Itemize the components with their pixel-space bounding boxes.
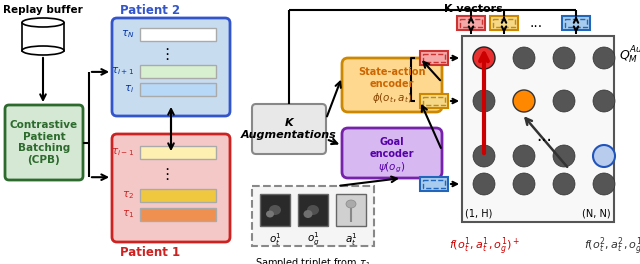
Bar (140, 189, 216, 202)
Text: K
Augmentations: K Augmentations (241, 118, 337, 140)
Text: $\tau_{i+1}$: $\tau_{i+1}$ (111, 65, 134, 77)
Text: $\tau_i$: $\tau_i$ (124, 84, 134, 95)
Text: $o^1_g$: $o^1_g$ (307, 231, 319, 248)
Bar (420, 51, 448, 65)
Bar (140, 28, 216, 41)
Text: $\phi(o_t, a_t)$: $\phi(o_t, a_t)$ (372, 91, 412, 105)
Text: $\tau_2$: $\tau_2$ (122, 190, 134, 201)
Bar (460, 19, 482, 27)
Circle shape (473, 47, 495, 69)
Text: Contrastive
Patient
Batching
(CPB): Contrastive Patient Batching (CPB) (10, 120, 78, 165)
Bar (140, 208, 216, 221)
Ellipse shape (266, 210, 274, 218)
Text: $f(o^1_t, a^1_t, o^1_g)^+$: $f(o^1_t, a^1_t, o^1_g)^+$ (449, 236, 520, 258)
Bar (565, 19, 587, 27)
Circle shape (473, 173, 495, 195)
Bar (420, 177, 448, 191)
Circle shape (593, 145, 615, 167)
Ellipse shape (307, 205, 319, 215)
Text: $Q_M^{Aug}$: $Q_M^{Aug}$ (619, 44, 640, 66)
Circle shape (513, 47, 535, 69)
Bar (423, 54, 445, 62)
Bar (298, 194, 328, 226)
Text: (N, N): (N, N) (582, 209, 611, 219)
FancyBboxPatch shape (342, 58, 442, 112)
Circle shape (513, 145, 535, 167)
Text: ...: ... (529, 16, 543, 30)
Text: $f(o^2_t, a^2_t, o^1_g)^-$: $f(o^2_t, a^2_t, o^1_g)^-$ (584, 236, 640, 258)
Text: ⋮: ⋮ (159, 167, 175, 182)
Bar (423, 180, 445, 188)
Bar (562, 16, 590, 30)
Ellipse shape (22, 46, 64, 55)
Text: $\tau_{i-1}$: $\tau_{i-1}$ (111, 147, 134, 158)
Text: ...: ... (536, 127, 552, 145)
Circle shape (513, 90, 535, 112)
Circle shape (593, 90, 615, 112)
Text: Goal
encoder: Goal encoder (370, 137, 414, 159)
Bar (462, 36, 614, 222)
Ellipse shape (269, 205, 281, 215)
Circle shape (473, 90, 495, 112)
Circle shape (553, 90, 575, 112)
Text: K vectors: K vectors (444, 4, 503, 14)
FancyBboxPatch shape (342, 128, 442, 178)
Text: $\tau_1$: $\tau_1$ (122, 209, 134, 220)
Text: $\psi(o_g)$: $\psi(o_g)$ (378, 161, 406, 175)
Text: $o^1_t$: $o^1_t$ (269, 231, 282, 248)
Ellipse shape (346, 200, 356, 208)
Text: Patient 1: Patient 1 (120, 246, 180, 259)
Text: $a^1_t$: $a^1_t$ (344, 231, 357, 248)
Ellipse shape (22, 18, 64, 27)
Circle shape (473, 145, 495, 167)
Bar (252, 186, 374, 246)
Text: (1, H): (1, H) (465, 209, 492, 219)
Bar (493, 19, 515, 27)
Bar (22, 22, 64, 50)
Text: $\tau_N$: $\tau_N$ (120, 29, 134, 40)
FancyBboxPatch shape (112, 134, 230, 242)
Circle shape (593, 47, 615, 69)
Bar (260, 194, 290, 226)
Ellipse shape (303, 210, 312, 218)
FancyBboxPatch shape (5, 105, 83, 180)
Bar (140, 65, 216, 78)
Circle shape (553, 145, 575, 167)
Text: Sampled triplet from $\tau_1$: Sampled triplet from $\tau_1$ (255, 256, 371, 264)
Bar (457, 16, 485, 30)
Bar (140, 146, 216, 159)
Text: Replay buffer: Replay buffer (3, 5, 83, 15)
Bar (423, 97, 445, 105)
FancyBboxPatch shape (112, 18, 230, 116)
FancyBboxPatch shape (252, 104, 326, 154)
Bar (336, 194, 366, 226)
Circle shape (553, 47, 575, 69)
Text: ⋮: ⋮ (159, 46, 175, 62)
Bar (490, 16, 518, 30)
Circle shape (513, 173, 535, 195)
Bar (420, 94, 448, 108)
Bar (140, 83, 216, 96)
Text: Patient 2: Patient 2 (120, 4, 180, 17)
Circle shape (553, 173, 575, 195)
Circle shape (593, 173, 615, 195)
Text: State-action
encoder: State-action encoder (358, 67, 426, 89)
